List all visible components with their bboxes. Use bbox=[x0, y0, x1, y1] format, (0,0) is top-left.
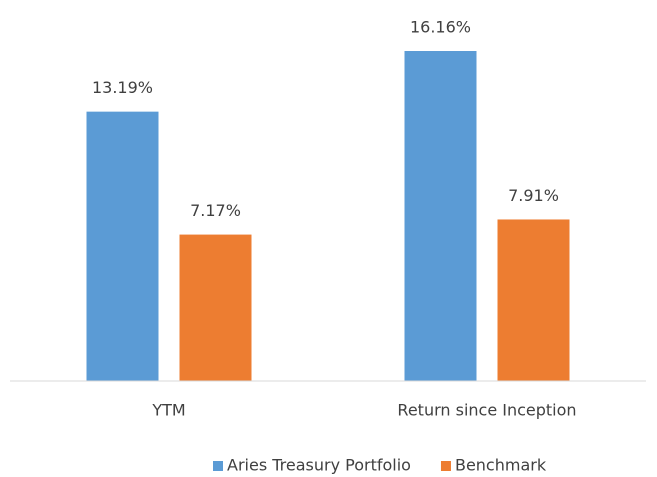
legend-label: Benchmark bbox=[455, 456, 547, 475]
data-label: 7.17% bbox=[190, 201, 241, 220]
legend-label: Aries Treasury Portfolio bbox=[227, 456, 411, 475]
legend-swatch bbox=[440, 461, 451, 471]
x-tick-label: Return since Inception bbox=[397, 401, 576, 420]
x-tick-label: YTM bbox=[151, 401, 185, 420]
data-label: 13.19% bbox=[92, 78, 153, 97]
bar bbox=[497, 219, 570, 381]
bar bbox=[179, 234, 252, 381]
data-label: 16.16% bbox=[410, 18, 471, 37]
data-label: 7.91% bbox=[508, 186, 559, 205]
bar bbox=[404, 51, 477, 381]
legend-swatch bbox=[213, 461, 223, 471]
bar bbox=[86, 111, 159, 381]
